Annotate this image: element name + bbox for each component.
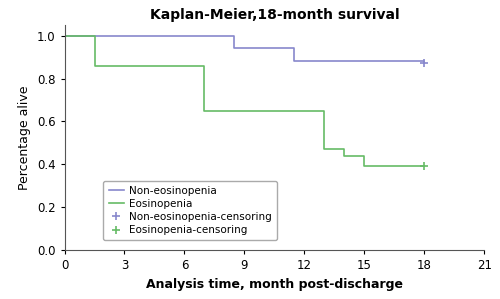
Title: Kaplan-Meier,18-month survival: Kaplan-Meier,18-month survival — [150, 8, 399, 22]
X-axis label: Analysis time, month post-discharge: Analysis time, month post-discharge — [146, 278, 403, 291]
Legend: Non-eosinopenia, Eosinopenia, Non-eosinopenia-censoring, Eosinopenia-censoring: Non-eosinopenia, Eosinopenia, Non-eosino… — [104, 181, 278, 240]
Y-axis label: Percentage alive: Percentage alive — [18, 85, 32, 190]
